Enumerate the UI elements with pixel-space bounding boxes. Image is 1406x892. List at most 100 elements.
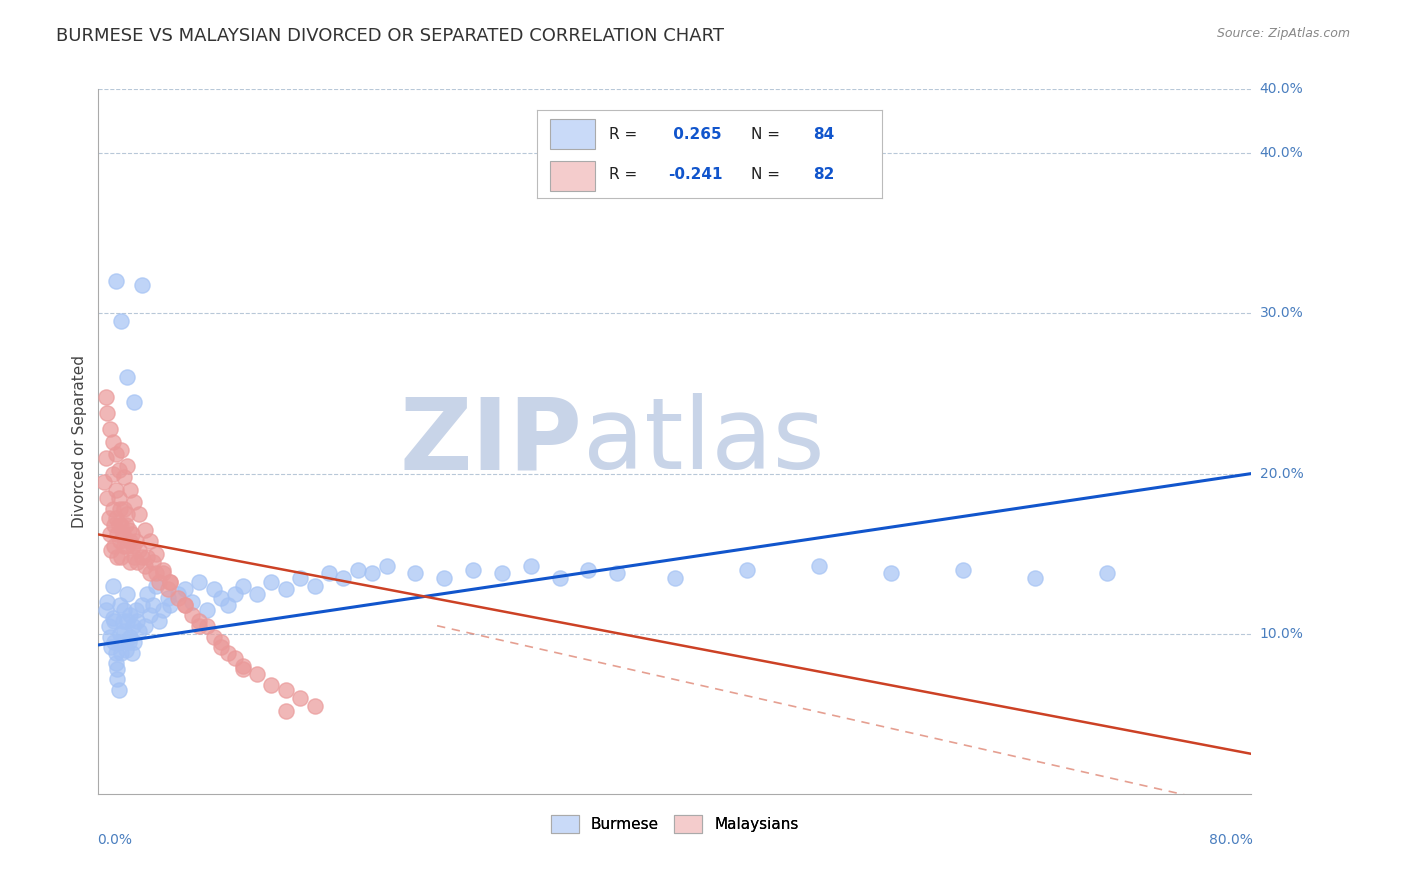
Point — [209, 634, 232, 648]
Text: 20.0%: 20.0% — [1260, 467, 1303, 481]
Point — [290, 690, 312, 705]
Point — [128, 507, 150, 521]
Point — [202, 630, 225, 644]
Point — [304, 698, 326, 713]
Point — [128, 543, 150, 558]
Point — [108, 533, 131, 548]
Point — [93, 475, 115, 489]
Text: 40.0%: 40.0% — [1260, 146, 1303, 161]
Point — [104, 483, 127, 497]
Point — [110, 442, 132, 457]
Point — [105, 549, 128, 564]
Point — [110, 517, 132, 532]
Point — [274, 582, 297, 596]
Point — [98, 527, 121, 541]
Point — [195, 618, 218, 632]
Point — [145, 547, 167, 561]
Point — [112, 624, 135, 638]
Point — [139, 607, 162, 622]
Point — [120, 533, 142, 548]
Point — [188, 618, 211, 632]
Point — [96, 595, 118, 609]
Point — [405, 566, 427, 580]
Point — [1097, 566, 1119, 580]
Point — [124, 549, 146, 564]
Point — [124, 394, 146, 409]
Point — [152, 566, 174, 580]
Point — [101, 579, 124, 593]
Point — [100, 640, 122, 654]
Point — [127, 555, 149, 569]
Point — [136, 549, 159, 564]
Point — [578, 563, 600, 577]
Point — [100, 543, 122, 558]
Point — [217, 598, 239, 612]
Point — [111, 614, 134, 628]
Point — [117, 614, 139, 628]
Point — [112, 539, 135, 553]
Point — [114, 642, 136, 657]
Point — [98, 422, 121, 436]
Point — [290, 571, 312, 585]
Point — [174, 598, 197, 612]
Point — [139, 533, 162, 548]
Point — [111, 527, 134, 541]
Point — [433, 571, 456, 585]
Point — [260, 575, 283, 590]
Point — [104, 511, 127, 525]
Point — [142, 555, 165, 569]
Point — [461, 563, 484, 577]
Point — [224, 650, 246, 665]
Point — [606, 566, 628, 580]
Point — [101, 610, 124, 624]
Point — [94, 390, 117, 404]
Point — [346, 563, 368, 577]
Point — [134, 559, 156, 574]
Point — [131, 277, 153, 292]
Point — [491, 566, 513, 580]
Point — [118, 634, 141, 648]
Point — [101, 467, 124, 481]
Point — [104, 656, 127, 670]
Point — [110, 646, 132, 660]
Text: 30.0%: 30.0% — [1260, 307, 1303, 320]
Point — [952, 563, 974, 577]
Point — [121, 646, 143, 660]
Point — [120, 630, 142, 644]
Point — [231, 662, 254, 676]
Point — [98, 630, 121, 644]
Point — [1024, 571, 1046, 585]
Point — [181, 607, 204, 622]
Text: Source: ZipAtlas.com: Source: ZipAtlas.com — [1216, 27, 1350, 40]
Point — [166, 591, 188, 606]
Point — [209, 640, 232, 654]
Point — [808, 559, 831, 574]
Point — [124, 634, 146, 648]
Text: ZIP: ZIP — [399, 393, 582, 490]
Point — [231, 579, 254, 593]
Point — [318, 566, 340, 580]
Point — [107, 682, 129, 697]
Point — [107, 517, 129, 532]
Point — [145, 579, 167, 593]
Point — [735, 563, 758, 577]
Point — [188, 614, 211, 628]
Point — [174, 582, 197, 596]
Point — [104, 274, 127, 288]
Point — [110, 634, 132, 648]
Point — [159, 575, 181, 590]
Point — [375, 559, 398, 574]
Point — [118, 523, 141, 537]
Point — [148, 614, 170, 628]
Text: 40.0%: 40.0% — [1260, 82, 1303, 96]
Point — [127, 614, 149, 628]
Text: 80.0%: 80.0% — [1209, 832, 1253, 847]
Point — [837, 178, 859, 193]
Point — [142, 598, 165, 612]
Point — [120, 483, 142, 497]
Point — [125, 533, 148, 548]
Point — [548, 571, 571, 585]
Point — [122, 618, 145, 632]
Point — [117, 458, 139, 473]
Point — [120, 607, 142, 622]
